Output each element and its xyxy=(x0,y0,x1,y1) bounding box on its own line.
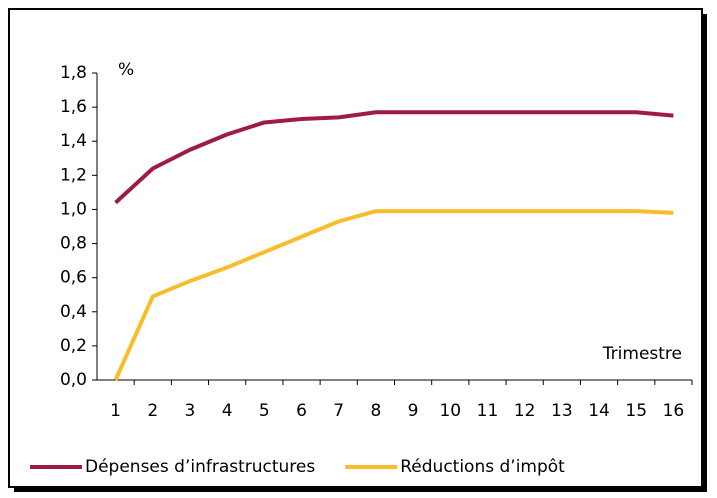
line-series xyxy=(114,110,674,205)
y-tick-label: 0,8 xyxy=(60,234,87,254)
y-tick-label: 1,2 xyxy=(60,165,87,185)
x-tick-label: 4 xyxy=(222,401,233,421)
x-tick-label: 10 xyxy=(439,401,461,421)
x-tick-label: 6 xyxy=(296,401,307,421)
x-tick-label: 9 xyxy=(408,401,419,421)
y-tick-label: 1,0 xyxy=(60,199,87,219)
y-tick-label: 0,0 xyxy=(60,370,87,390)
x-tick-label: 15 xyxy=(625,401,647,421)
x-tick-label: 1 xyxy=(110,401,121,421)
y-tick-label: 1,8 xyxy=(60,63,87,83)
x-tick-label: 3 xyxy=(185,401,196,421)
legend-label: Dépenses d’infrastructures xyxy=(85,457,315,477)
y-tick-label: 0,4 xyxy=(60,302,87,322)
frame xyxy=(8,8,703,488)
y-tick-label: 0,6 xyxy=(60,268,87,288)
x-tick-label: 11 xyxy=(477,401,499,421)
y-axis-label: % xyxy=(118,60,134,80)
x-tick-label: 5 xyxy=(259,401,270,421)
x-tick-label: 16 xyxy=(663,401,685,421)
x-tick-label: 14 xyxy=(588,401,610,421)
y-tick-label: 1,6 xyxy=(60,97,87,117)
legend-label: Réductions d’impôt xyxy=(400,457,565,477)
line-series xyxy=(113,209,674,381)
y-tick-label: 0,2 xyxy=(60,336,87,356)
x-tick-label: 7 xyxy=(333,401,344,421)
x-tick-label: 2 xyxy=(147,401,158,421)
x-tick-label: 8 xyxy=(370,401,381,421)
x-tick-label: 12 xyxy=(514,401,536,421)
x-tick-label: 13 xyxy=(551,401,573,421)
y-tick-label: 1,4 xyxy=(60,131,87,151)
x-axis-label: Trimestre xyxy=(602,344,682,364)
